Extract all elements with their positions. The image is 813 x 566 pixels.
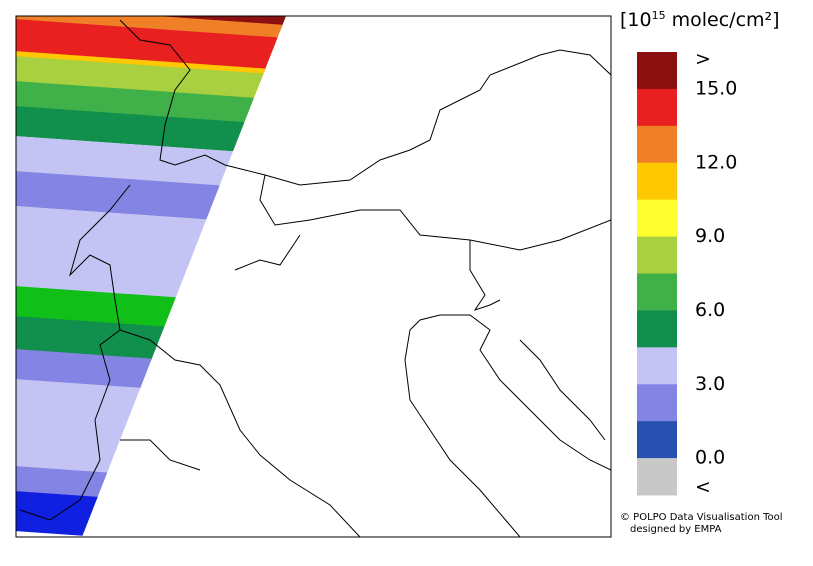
footer-credit: designed by EMPA [630, 524, 722, 535]
legend-label: 6.0 [695, 299, 725, 321]
map-area [16, 16, 611, 537]
legend-label: > [695, 48, 711, 70]
legend-swatch [637, 88, 677, 127]
legend-swatch [637, 52, 677, 90]
satellite-swath [16, 16, 286, 537]
legend-label: < [695, 476, 711, 498]
legend-swatch [637, 421, 677, 459]
legend-label: 12.0 [695, 151, 737, 173]
borders [19, 19, 611, 537]
legend-unit: [1015 molec/cm²] [620, 9, 780, 31]
footer-credit: © POLPO Data Visualisation Tool [620, 512, 783, 523]
unit-base: [10 [620, 9, 652, 31]
legend-swatch [637, 162, 677, 201]
legend-label: 15.0 [695, 77, 737, 99]
legend-label: 3.0 [695, 373, 725, 395]
legend-swatch [637, 458, 677, 496]
legend-swatch [637, 273, 677, 311]
legend: >15.0 12.0 9.0 6.0 3.0 0.0 < [637, 48, 737, 498]
legend-swatch [637, 125, 677, 164]
unit-exponent: 15 [652, 9, 666, 22]
legend-label: 0.0 [695, 447, 725, 469]
legend-swatch [637, 347, 677, 385]
legend-swatch [637, 199, 677, 238]
legend-swatch [637, 236, 677, 274]
map-frame [15, 15, 612, 538]
legend-label: 9.0 [695, 225, 725, 247]
unit-rest: molec/cm²] [666, 9, 780, 31]
legend-swatch [637, 384, 677, 422]
legend-swatch [637, 310, 677, 348]
